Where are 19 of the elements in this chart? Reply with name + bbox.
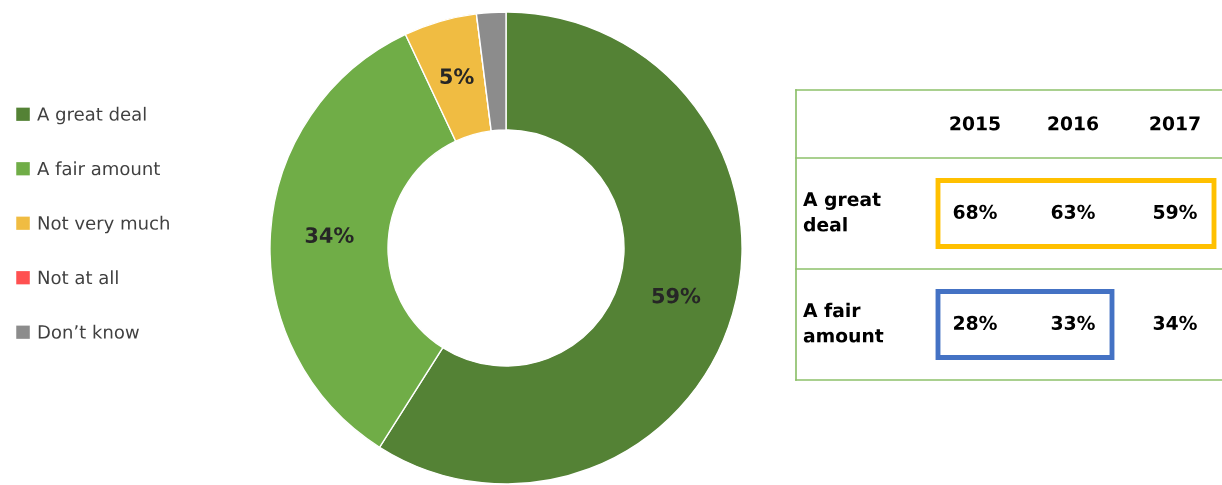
category-label: 2016 [1048,116,1099,131]
data-label: 59% [652,287,701,304]
data-label: 63% [1051,204,1095,219]
data-label: 34% [1153,315,1197,330]
legend-label: Not very much [38,215,169,234]
data-label: 68% [953,204,997,219]
legend-label: A great deal [37,106,146,125]
legend-label: Don’t know [38,324,139,339]
text: A great deal [803,192,881,232]
category-label: 2015 [950,116,1000,131]
legend-label: A fair amount [37,161,160,176]
text: A fair amount [803,302,884,343]
category-label: 2017 [1150,116,1200,131]
legend-label: Not at all [38,270,118,285]
data-label: 28% [954,315,997,330]
data-label: 5% [440,68,474,85]
data-label: 34% [305,227,354,243]
data-label: 33% [1051,315,1095,330]
data-label: 59% [1154,204,1197,219]
